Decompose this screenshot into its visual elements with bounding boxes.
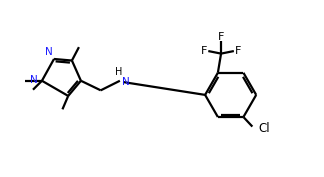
Text: N: N [122,77,130,87]
Text: N: N [45,47,52,57]
Text: F: F [218,32,224,42]
Text: F: F [235,46,241,56]
Text: F: F [201,46,207,56]
Text: N: N [30,75,38,85]
Text: Cl: Cl [258,122,270,135]
Text: H: H [115,67,122,77]
